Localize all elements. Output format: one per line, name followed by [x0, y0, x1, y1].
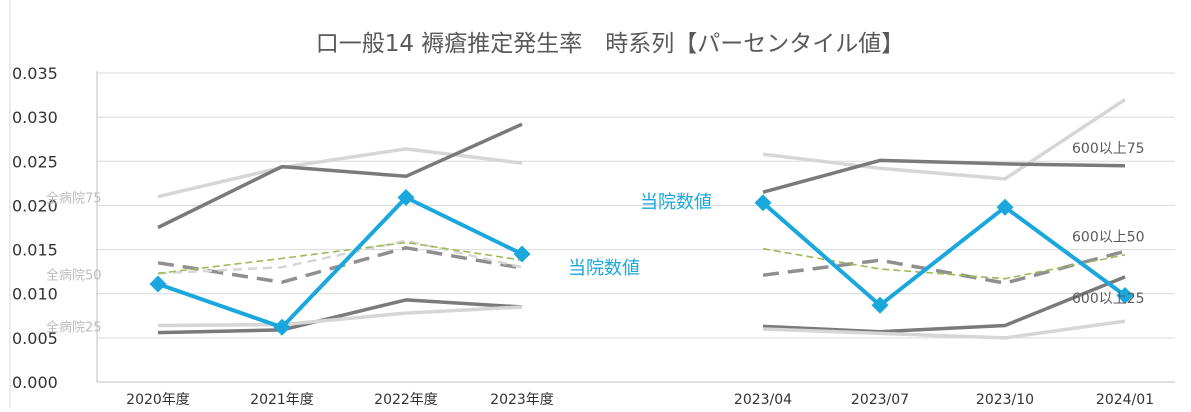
y-tick-label: 0.020 — [12, 196, 58, 215]
x-tick-label: 2021年度 — [250, 392, 314, 408]
series-line-hospital — [157, 195, 523, 330]
hospital-marker — [871, 296, 889, 314]
hospital-marker — [754, 194, 772, 212]
series-line-hospital — [761, 201, 1127, 308]
y-tick-label: 0.015 — [12, 241, 58, 260]
x-tick-label: 2023/10 — [976, 392, 1034, 408]
series-line-light — [762, 98, 1126, 181]
x-tick-label: 2020年度 — [126, 392, 190, 408]
series-line-dark — [762, 158, 1126, 194]
series-line-light — [157, 147, 523, 199]
series-line-dashed-light — [157, 239, 523, 275]
series-annotation-label: 全病院25 — [46, 319, 102, 335]
series-line-dashed-green — [762, 247, 1126, 280]
series-line-dashed-green — [157, 241, 523, 275]
hospital-marker — [397, 188, 415, 206]
hospital-marker — [149, 275, 167, 293]
y-tick-label: 0.010 — [12, 285, 58, 304]
series-line-light — [762, 319, 1126, 340]
x-tick-label: 2023年度 — [490, 392, 554, 408]
series-annotation-label: 600以上75 — [1072, 141, 1145, 157]
series-layer — [149, 98, 1134, 340]
series-line-light — [157, 305, 523, 328]
series-annotation-label: 全病院75 — [46, 191, 102, 207]
series-annotation-label: 600以上25 — [1072, 291, 1145, 307]
label-layer: 全病院75全病院50全病院25当院数値当院数値600以上75600以上50600… — [46, 141, 1145, 335]
x-tick-label: 2023/07 — [851, 392, 909, 408]
y-tick-label: 0.025 — [12, 152, 58, 171]
hospital-marker — [513, 245, 531, 263]
y-tick-label: 0.035 — [12, 64, 58, 83]
series-annotation-label: 当院数値 — [568, 258, 640, 279]
series-line-dark — [762, 275, 1126, 334]
hospital-marker — [273, 318, 291, 336]
series-line-dark — [157, 122, 523, 230]
axis-layer: 0.000 0.005 0.010 0.015 0.020 0.025 0.030 0.035… — [12, 64, 1175, 408]
hospital-marker — [996, 198, 1014, 216]
series-annotation-label: 600以上50 — [1072, 229, 1145, 245]
series-annotation-label: 当院数値 — [640, 192, 712, 213]
x-tick-label: 2023/04 — [734, 392, 792, 408]
series-annotation-label: 全病院50 — [46, 267, 102, 283]
grid-layer — [97, 72, 1175, 339]
x-tick-label: 2024/01 — [1096, 392, 1154, 408]
series-line-dark — [157, 298, 523, 335]
series-line-dashed-gray — [762, 249, 1126, 285]
hospital-marker — [1116, 286, 1134, 304]
y-tick-label: 0.000 — [12, 373, 58, 392]
chart-title: 口一般14 褥瘡推定発生率 時系列【パーセンタイル値】 — [316, 31, 905, 57]
y-tick-label: 0.005 — [12, 329, 58, 348]
y-tick-label: 0.030 — [12, 108, 58, 127]
x-tick-label: 2022年度 — [374, 392, 438, 408]
